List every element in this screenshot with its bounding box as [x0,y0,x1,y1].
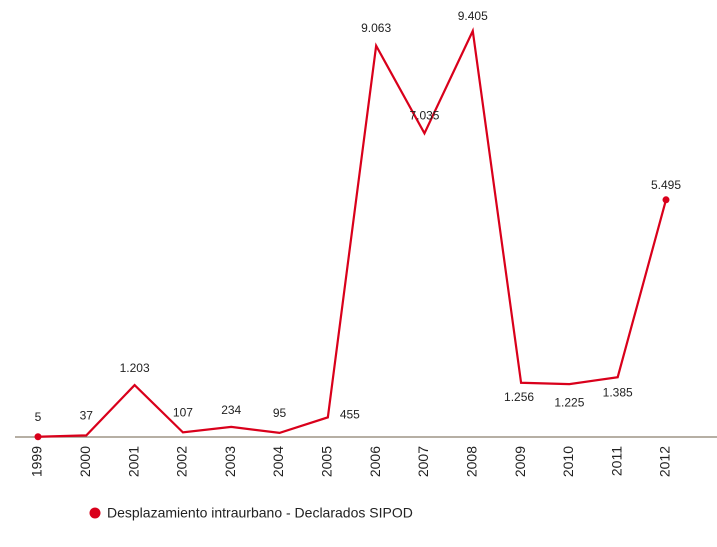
end-marker [662,196,670,204]
data-label: 1.225 [554,395,584,409]
data-label: 95 [273,406,287,420]
data-label: 9.405 [458,9,488,23]
data-label: 1.256 [504,390,534,404]
data-label: 5 [35,410,42,424]
data-label: 1.385 [603,385,633,399]
x-tick-label: 2009 [512,446,528,477]
x-tick-label: 2001 [125,446,141,477]
x-tick-label: 2007 [415,446,431,477]
data-label: 234 [221,403,241,417]
legend-label: Desplazamiento intraurbano - Declarados … [107,505,413,521]
data-label: 455 [340,408,360,422]
x-tick-label: 2010 [560,446,576,477]
x-tick-label: 2002 [174,446,190,477]
x-tick-label: 2003 [222,446,238,477]
x-tick-label: 1999 [29,446,45,477]
data-label: 107 [173,406,193,420]
x-tick-label: 2006 [367,446,383,477]
x-tick-label: 2005 [319,446,335,477]
data-label: 9.063 [361,21,391,35]
data-label: 7.035 [409,108,439,122]
x-tick-label: 2012 [657,446,673,477]
legend-marker [89,507,101,519]
data-label: 5.495 [651,178,681,192]
x-tick-label: 2000 [77,446,93,477]
series-line [37,27,668,438]
data-label: 1.203 [120,361,150,375]
x-tick-label: 2004 [270,446,286,477]
x-tick-label: 2008 [463,446,479,477]
data-label: 37 [80,409,94,423]
x-tick-label: 2011 [608,446,624,476]
end-marker [34,433,42,441]
